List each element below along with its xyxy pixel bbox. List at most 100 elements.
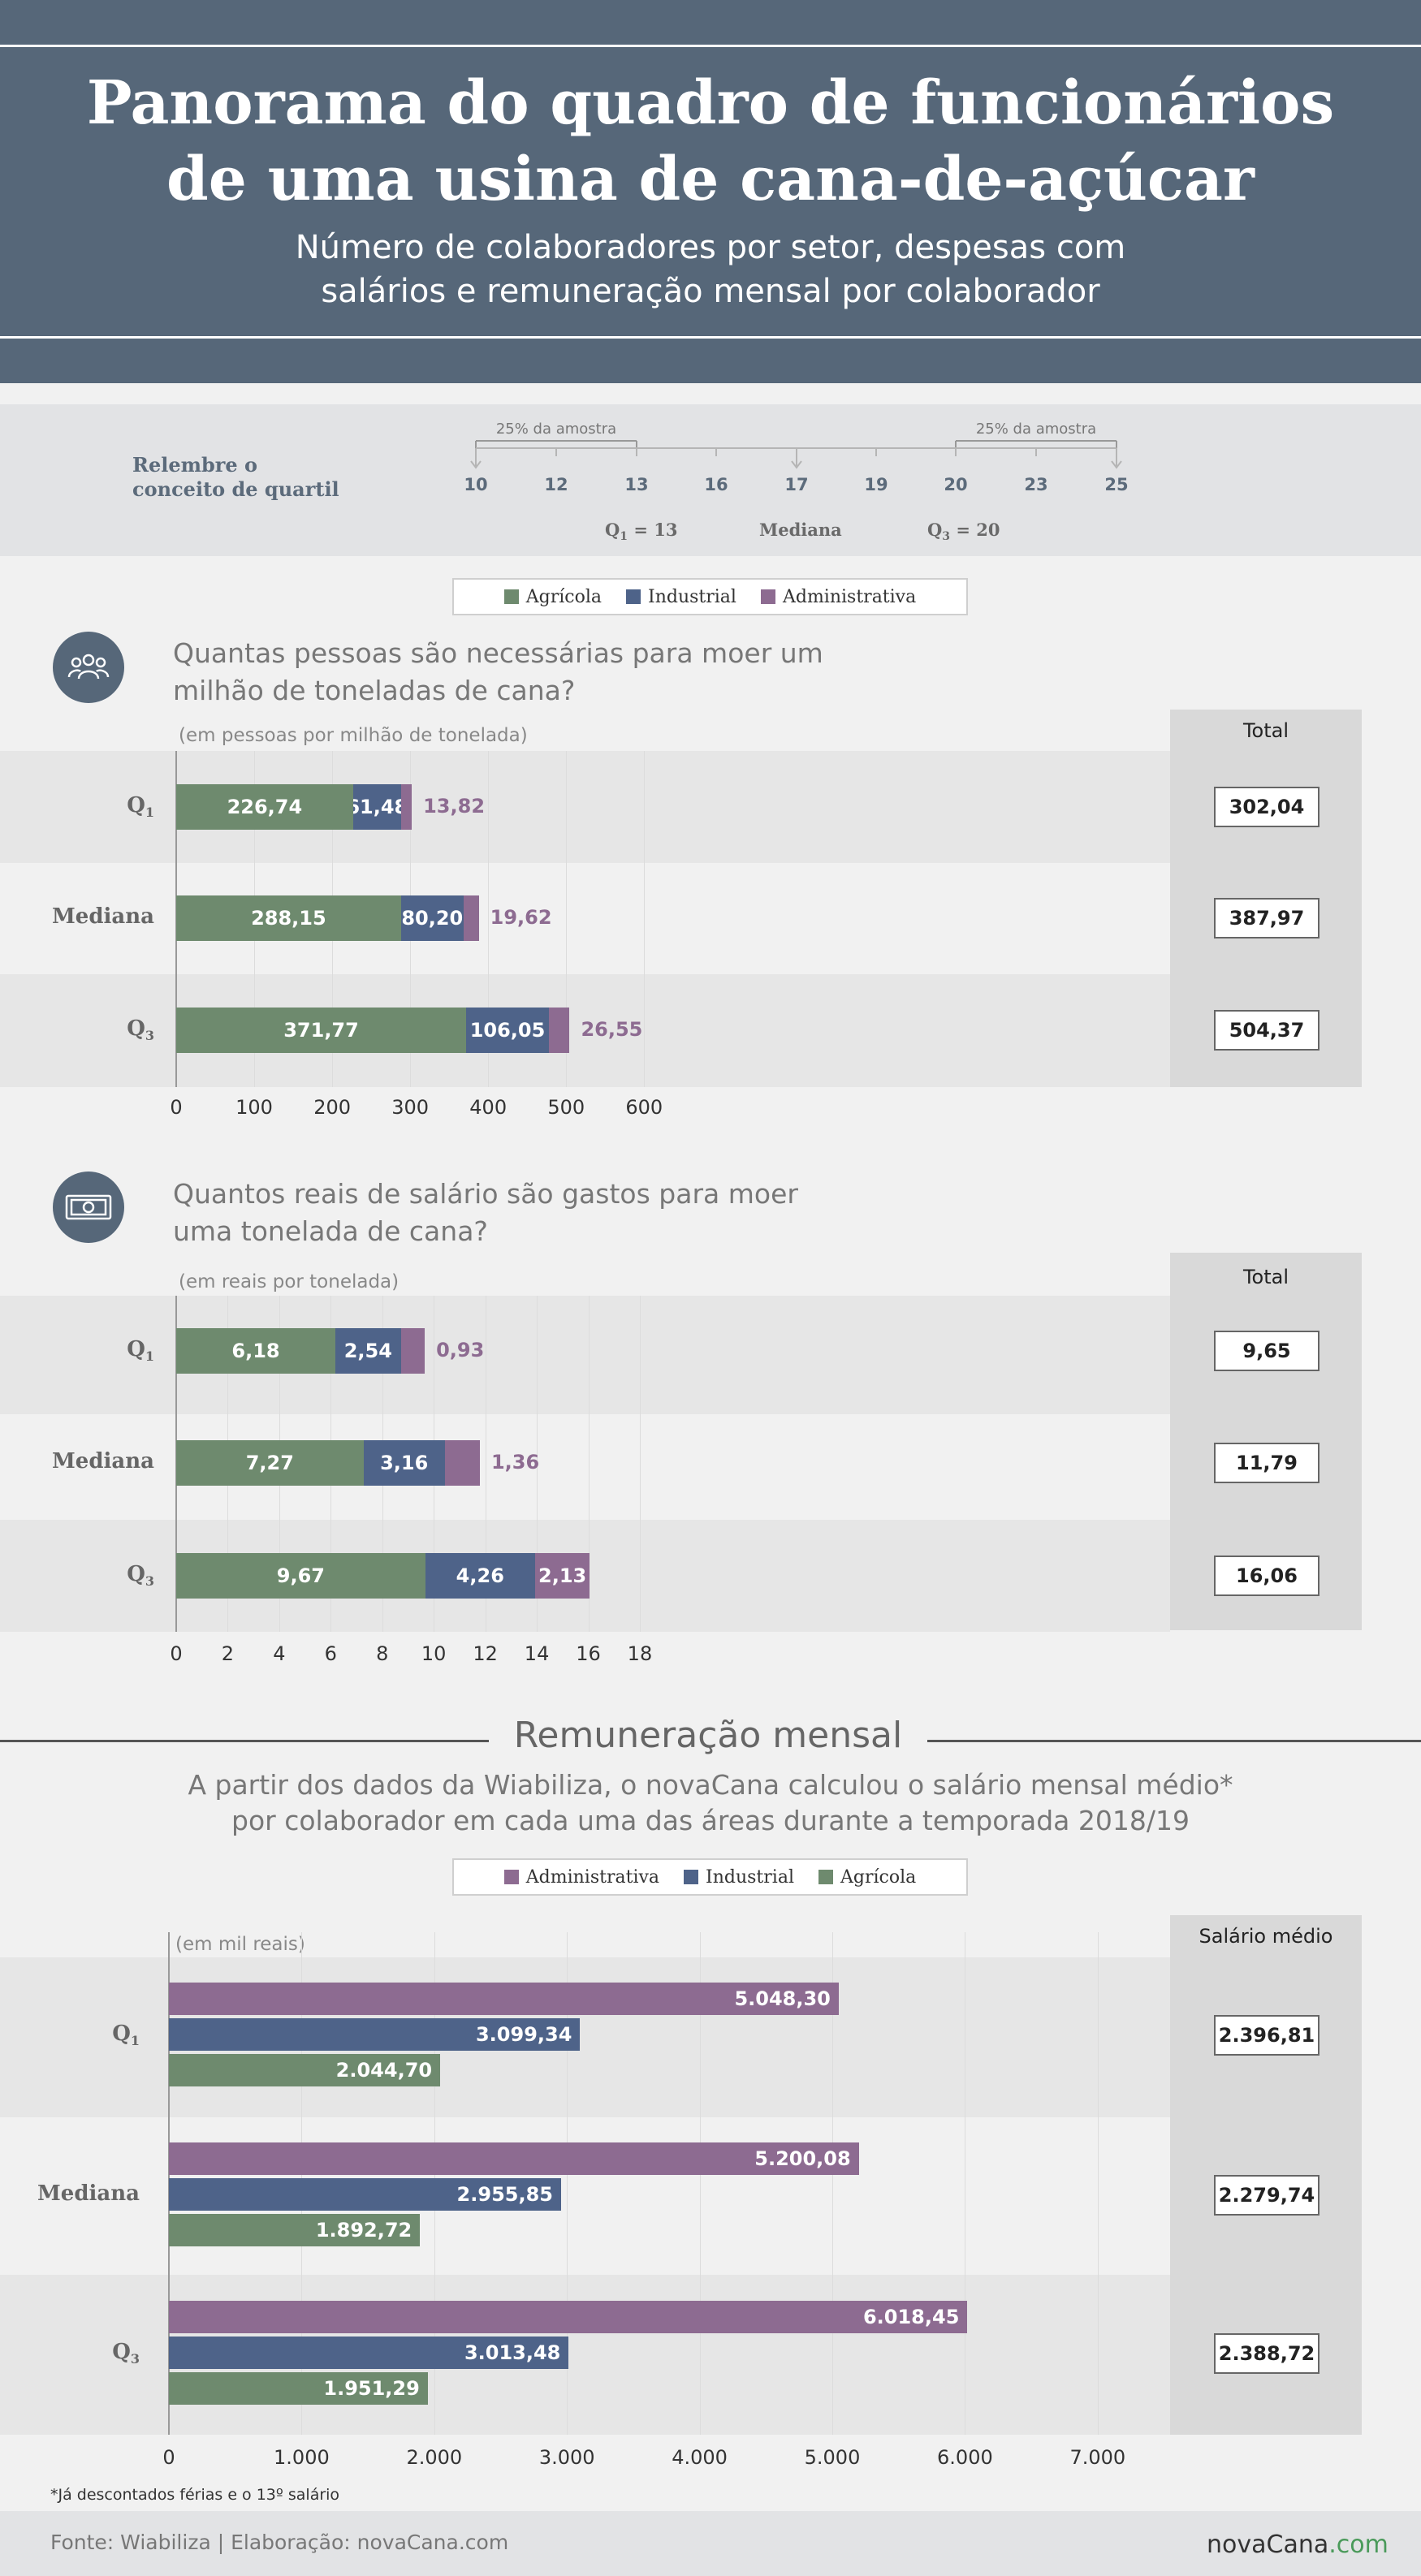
- q1-annotation: Q1 = 13: [605, 520, 678, 543]
- page-title-line2: de uma usina de cana-de-açúcar: [166, 145, 1255, 214]
- header-banner: Panorama do quadro de funcionários de um…: [0, 0, 1421, 383]
- x-tick-label: 0: [162, 2446, 175, 2469]
- bar-agricola: 2.044,70: [169, 2054, 441, 2086]
- legend-label-administrativa: Administrativa: [782, 586, 917, 607]
- legend-item-administrativa-bottom: Administrativa: [503, 1867, 659, 1888]
- row-label-q1: Q1: [127, 1337, 154, 1365]
- money-icon: [53, 1171, 124, 1243]
- quartile-number: 25: [1104, 475, 1129, 494]
- legend-swatch-agricola: [503, 589, 519, 604]
- x-tick-label: 8: [376, 1642, 389, 1665]
- average-salary-box: 2.388,72: [1214, 2333, 1320, 2374]
- bar-industrial: 3.099,34: [169, 2018, 581, 2051]
- average-salary-box: 2.279,74: [1214, 2175, 1320, 2216]
- footer-brand-suffix: .com: [1328, 2531, 1389, 2559]
- header-bottom-rule: [0, 336, 1421, 339]
- bar-agricola: 1.892,72: [169, 2214, 421, 2246]
- quartile-label-line2: conceito de quartil: [132, 477, 339, 501]
- bar-administrativa: 5.200,08: [169, 2142, 859, 2175]
- legend-label-industrial-bottom: Industrial: [706, 1866, 794, 1888]
- quartile-number: 12: [544, 475, 568, 494]
- quartile-number: 20: [944, 475, 968, 494]
- x-tick-label: 400: [469, 1096, 508, 1119]
- row-label-q1: Q1: [127, 793, 154, 821]
- footnote: *Já descontados férias e o 13º salário: [50, 2486, 340, 2504]
- gridline: [588, 1296, 590, 1632]
- section2-title: Quantos reais de salário são gastos para…: [173, 1176, 798, 1250]
- x-tick-label: 3.000: [538, 2446, 595, 2469]
- section2-unit: (em reais por tonelada): [179, 1271, 400, 1292]
- q1-letter: Q: [605, 520, 620, 540]
- data-label-outside: 13,82: [423, 795, 486, 818]
- quartile-explainer: Relembre o conceito de quartil 25% da am…: [0, 404, 1421, 556]
- gridline: [567, 1932, 568, 2435]
- bar-segment-industrial: 3,16: [363, 1440, 445, 1486]
- page-title-line1: Panorama do quadro de funcionários: [86, 68, 1335, 138]
- bar-segment-administrativa: 2,13: [534, 1553, 590, 1599]
- legend-label-agricola-bottom: Agrícola: [840, 1866, 917, 1888]
- bar-segment-administrativa: [400, 1328, 425, 1374]
- footer-brand-logo: novaCana.com: [1207, 2531, 1389, 2559]
- x-tick-label: 2.000: [406, 2446, 463, 2469]
- row-label-q3: Q3: [112, 2340, 140, 2367]
- x-tick-label: 600: [625, 1096, 663, 1119]
- quartile-number: 23: [1024, 475, 1048, 494]
- total-box: 9,65: [1214, 1331, 1320, 1371]
- bar-segment-industrial: 2,54: [335, 1328, 401, 1374]
- page-title: Panorama do quadro de funcionários de um…: [0, 65, 1421, 218]
- legend-swatch-industrial: [626, 589, 641, 604]
- section1-title: Quantas pessoas são necessárias para moe…: [173, 635, 823, 710]
- q3-letter: Q: [927, 520, 943, 540]
- section1-total-header: Total: [1242, 719, 1289, 742]
- footer-brand-main: novaCana: [1207, 2531, 1329, 2559]
- x-tick-label: 2: [221, 1642, 235, 1665]
- q1-sub: 1: [620, 530, 628, 544]
- section1-title-line1: Quantas pessoas são necessárias para moe…: [173, 637, 823, 669]
- legend-item-agricola: Agrícola: [503, 586, 603, 607]
- footer-source: Fonte: Wiabiliza | Elaboração: novaCana.…: [50, 2531, 509, 2554]
- footer: Fonte: Wiabiliza | Elaboração: novaCana.…: [0, 2511, 1421, 2576]
- median-annotation: Mediana: [759, 520, 842, 540]
- bar-administrativa: 6.018,45: [169, 2301, 968, 2333]
- x-tick-label: 0: [170, 1642, 183, 1665]
- quartile-number: 17: [784, 475, 809, 494]
- bar-segment-administrativa: [444, 1440, 480, 1486]
- bar-segment-administrativa: [548, 1008, 570, 1053]
- bar-industrial: 3.013,48: [169, 2337, 569, 2369]
- bar-administrativa: 5.048,30: [169, 1983, 839, 2015]
- bar-segment-agricola: 288,15: [176, 895, 401, 941]
- x-tick-label: 16: [576, 1642, 601, 1665]
- q3-sub: 3: [942, 530, 951, 544]
- bar-segment-agricola: 371,77: [176, 1008, 467, 1053]
- x-tick-label: 300: [391, 1096, 430, 1119]
- legend-label-agricola: Agrícola: [525, 586, 603, 607]
- bar-segment-agricola: 7,27: [176, 1440, 364, 1486]
- data-label-outside: 19,62: [490, 906, 552, 929]
- total-box: 11,79: [1214, 1443, 1320, 1483]
- quartile-number: 10: [464, 475, 488, 494]
- legend-item-administrativa: Administrativa: [760, 586, 917, 607]
- bar-segment-agricola: 9,67: [176, 1553, 425, 1599]
- q3-annotation: Q3 = 20: [927, 520, 1000, 543]
- legend-bottom: Administrativa Industrial Agrícola: [452, 1858, 968, 1896]
- section3-description-line2: por colaborador em cada uma das áreas du…: [231, 1805, 1190, 1836]
- quartile-number: 16: [704, 475, 728, 494]
- section2-total-header: Total: [1242, 1266, 1289, 1288]
- section3-total-header: Salário médio: [1199, 1925, 1333, 1948]
- data-label-outside: 26,55: [581, 1018, 643, 1041]
- x-tick-label: 4: [273, 1642, 286, 1665]
- bracket-left-label: 25% da amostra: [495, 421, 617, 438]
- bar-industrial: 2.955,85: [169, 2178, 561, 2211]
- section3-title: Remuneração mensal: [513, 1715, 903, 1756]
- quartile-number: 13: [624, 475, 649, 494]
- quartile-label-line1: Relembre o: [132, 453, 258, 477]
- x-tick-label: 5.000: [804, 2446, 861, 2469]
- section2-title-line2: uma tonelada de cana?: [173, 1215, 488, 1247]
- q1-value: = 13: [628, 520, 678, 540]
- x-tick-label: 500: [547, 1096, 585, 1119]
- legend-swatch-agricola-bottom: [818, 1870, 833, 1884]
- q3-value: = 20: [950, 520, 1000, 540]
- row-label-q3: Q3: [127, 1562, 154, 1590]
- page-subtitle-line1: Número de colaboradores por setor, despe…: [295, 229, 1126, 266]
- row-label-q1: Q1: [112, 2022, 140, 2049]
